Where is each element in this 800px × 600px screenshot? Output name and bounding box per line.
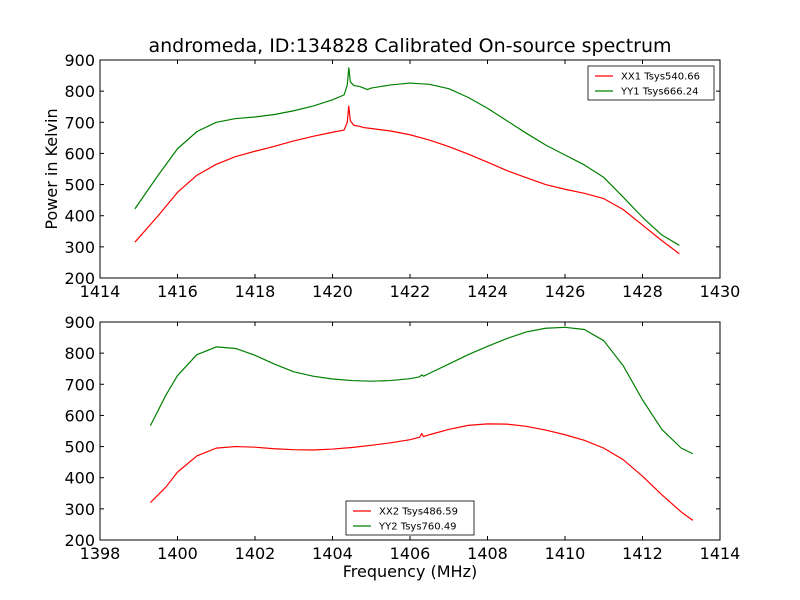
y-tick-label: 900 — [64, 313, 95, 332]
y-tick-label: 400 — [64, 207, 95, 226]
series-line-2 — [149, 326, 694, 455]
figure-title: andromeda, ID:134828 Calibrated On-sourc… — [148, 35, 671, 57]
y-tick-label: 400 — [64, 469, 95, 488]
legend-label-2: YY1 Tsys666.24 — [620, 87, 699, 98]
x-tick-label: 1416 — [157, 282, 198, 301]
x-tick-label: 1400 — [157, 544, 198, 563]
x-tick-label: 1414 — [80, 282, 121, 301]
x-tick-label: 1426 — [545, 282, 586, 301]
series-line-1 — [149, 423, 694, 521]
x-tick-label: 1404 — [312, 544, 353, 563]
y-tick-label: 500 — [64, 176, 95, 195]
x-tick-label: 1398 — [80, 544, 121, 563]
x-tick-label: 1414 — [700, 544, 741, 563]
x-tick-label: 1406 — [390, 544, 431, 563]
y-tick-label: 300 — [64, 500, 95, 519]
series-line-1 — [134, 105, 680, 255]
legend: XX1 Tsys540.66 YY1 Tsys666.24 — [587, 65, 715, 101]
legend-label-1: XX1 Tsys540.66 — [621, 72, 700, 83]
x-tick-label: 1410 — [545, 544, 586, 563]
series-line-2 — [134, 67, 680, 246]
x-tick-label: 1408 — [467, 544, 508, 563]
legend-box — [587, 65, 715, 101]
x-tick-label: 1422 — [390, 282, 431, 301]
x-tick-label: 1428 — [622, 282, 663, 301]
y-tick-label: 900 — [64, 51, 95, 70]
y-tick-label: 200 — [64, 531, 95, 550]
x-axis-title: Frequency (MHz) — [343, 562, 477, 581]
x-tick-label: 1418 — [235, 282, 276, 301]
y-tick-label: 500 — [64, 438, 95, 457]
y-tick-label: 800 — [64, 344, 95, 363]
top-panel: 1414 1416 1418 1420 1422 1424 1426 1428 1430 200 3… — [42, 51, 740, 301]
y-tick-label: 600 — [64, 406, 95, 425]
y-tick-label: 700 — [64, 113, 95, 132]
y-tick-label: 700 — [64, 375, 95, 394]
y-tick-label: 800 — [64, 82, 95, 101]
y-tick-label: 200 — [64, 269, 95, 288]
x-tick-label: 1402 — [235, 544, 276, 563]
y-tick-label: 600 — [64, 144, 95, 163]
x-tick-label: 1412 — [622, 544, 663, 563]
bottom-panel: 1398 1400 1402 1404 1406 1408 1410 1412 1414 200 3… — [64, 313, 740, 581]
x-tick-label: 1420 — [312, 282, 353, 301]
x-tick-label: 1424 — [467, 282, 508, 301]
legend: XX2 Tsys486.59 YY2 Tsys760.49 — [345, 500, 475, 536]
legend-label-2: YY2 Tsys760.49 — [378, 522, 457, 533]
y-axis-title: Power in Kelvin — [42, 108, 61, 229]
legend-label-1: XX2 Tsys486.59 — [379, 507, 458, 518]
x-tick-label: 1430 — [700, 282, 741, 301]
y-tick-label: 300 — [64, 238, 95, 257]
legend-box — [345, 500, 475, 536]
